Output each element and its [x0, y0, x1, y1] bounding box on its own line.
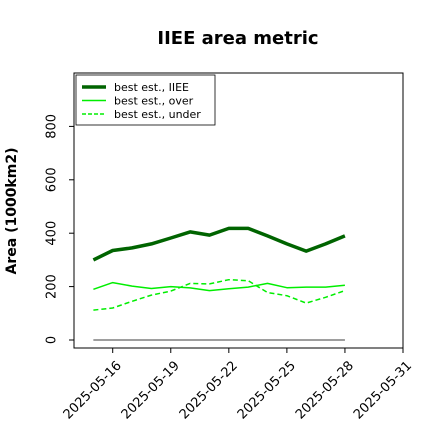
y-tick-label: 600: [45, 167, 60, 192]
y-axis-label: Area (1000km2): [4, 148, 20, 275]
series-line-2: [93, 278, 346, 311]
y-tick-label: 800: [45, 114, 60, 139]
chart-title: IIEE area metric: [157, 28, 318, 49]
legend-label-0: best est., IIEE: [114, 81, 189, 94]
x-tick-label: 2025-05-16: [61, 358, 125, 422]
x-tick-label: 2025-05-19: [119, 358, 183, 422]
x-tick-label: 2025-05-22: [177, 358, 241, 422]
plot-frame: [73, 72, 404, 349]
series-line-1: [93, 281, 345, 292]
y-tick-label: 0: [45, 336, 60, 344]
x-tick-label: 2025-05-28: [293, 358, 357, 422]
series-line-0: [92, 226, 346, 262]
y-tick-label: 200: [45, 274, 60, 299]
x-tick-label: 2025-05-31: [351, 358, 415, 422]
y-tick-label: 400: [45, 221, 60, 246]
legend-label-1: best est., over: [114, 95, 194, 108]
x-tick-label: 2025-05-25: [235, 358, 299, 422]
legend-label-2: best est., under: [114, 108, 201, 121]
